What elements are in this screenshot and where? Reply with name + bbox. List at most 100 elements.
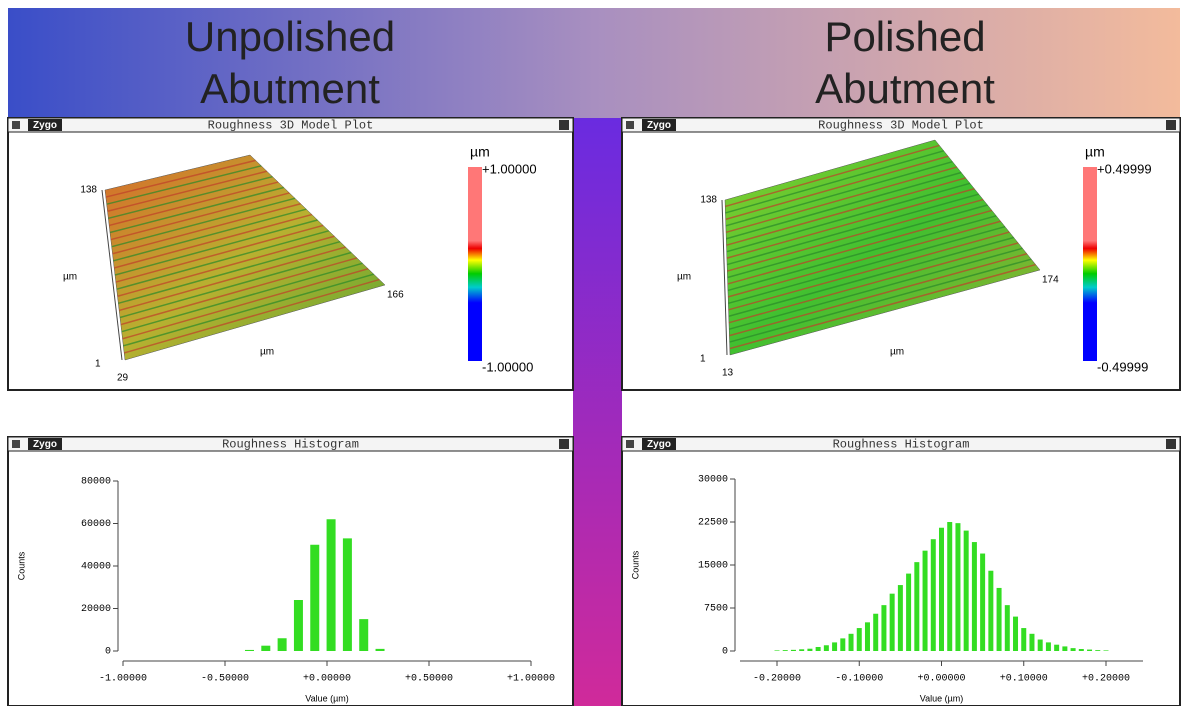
surface-ridge	[725, 155, 949, 221]
header-title: Polished	[824, 13, 985, 60]
bar	[922, 550, 928, 651]
x-axis-label: Value (µm)	[920, 693, 964, 703]
header-title: Abutment	[200, 65, 380, 112]
surface-ridge	[727, 198, 984, 272]
zoom-box	[1166, 120, 1176, 130]
logo-box	[28, 438, 62, 450]
color-min: -0.49999	[1097, 359, 1148, 374]
surface-ridge	[113, 208, 307, 262]
bar	[342, 538, 352, 651]
header-band	[8, 8, 1180, 118]
bar	[1078, 648, 1084, 651]
zoom-box	[559, 120, 569, 130]
surface-ridge	[726, 193, 979, 266]
bar	[359, 619, 369, 651]
surface-ridge	[729, 263, 1036, 350]
bar	[840, 638, 846, 651]
surface-ridge	[119, 251, 352, 319]
surface-ridge	[118, 246, 346, 312]
surface-ridge	[728, 236, 1014, 317]
bar	[873, 613, 879, 651]
x-tick-label: -1.00000	[99, 674, 147, 685]
bar	[914, 562, 920, 651]
axis-line	[101, 189, 123, 361]
bar	[848, 633, 854, 651]
bar	[277, 638, 287, 651]
panel-title: Roughness 3D Model Plot	[818, 119, 984, 133]
bar	[1062, 646, 1068, 651]
logo: Zygo	[33, 439, 57, 450]
bar	[1021, 628, 1027, 651]
bar	[815, 646, 821, 651]
surface-ridge	[727, 209, 993, 285]
surface-ridge	[727, 204, 988, 279]
surface-ridge	[111, 197, 296, 248]
x-max: 174	[1042, 275, 1059, 286]
y-tick-label: 0	[105, 647, 111, 658]
y-min: 1	[700, 354, 706, 365]
close-box	[12, 440, 20, 448]
surface-ridge	[120, 257, 358, 326]
bar	[955, 523, 961, 651]
bar	[996, 587, 1002, 651]
surface-ridge	[725, 150, 944, 214]
y-tick-label: 40000	[81, 562, 111, 573]
zoom-box	[559, 439, 569, 449]
bar	[1029, 633, 1035, 651]
surface-ridge	[727, 220, 1001, 298]
surface-ridge	[114, 219, 318, 276]
bar	[1013, 616, 1019, 651]
y-tick-label: 22500	[698, 518, 728, 529]
color-unit: µm	[1085, 144, 1105, 160]
close-box	[626, 440, 634, 448]
x-tick-label: +1.00000	[507, 674, 555, 685]
close-box	[12, 121, 20, 129]
y-tick-label: 80000	[81, 477, 111, 488]
y-tick-label: 0	[722, 647, 728, 658]
title-bar	[7, 117, 574, 133]
surface-ridge	[727, 215, 997, 292]
bar	[1095, 650, 1101, 651]
surface-ridge	[725, 144, 940, 208]
y-max: 138	[700, 195, 717, 206]
surface-ridge	[728, 247, 1023, 330]
surface-ridge	[118, 240, 341, 305]
y-tick-label: 15000	[698, 561, 728, 572]
surface-ridge	[726, 188, 975, 259]
bar	[807, 648, 813, 651]
close-box	[626, 121, 634, 129]
y-label: µm	[677, 272, 691, 283]
surface-ridge	[725, 160, 953, 227]
y-axis-label: Counts	[16, 551, 26, 580]
bar	[889, 593, 895, 651]
surface-ridge	[109, 186, 284, 234]
panel-title: Roughness Histogram	[222, 438, 359, 452]
x-tick-label: +0.00000	[917, 674, 965, 685]
y-label: µm	[63, 272, 77, 283]
logo-box	[642, 438, 676, 450]
bar	[310, 544, 320, 651]
surface-ridge	[113, 213, 313, 269]
bar	[1004, 605, 1010, 651]
surface-ridge	[728, 242, 1019, 324]
bar	[832, 642, 838, 651]
axis-line	[721, 199, 728, 356]
x-tick-label: +0.20000	[1082, 674, 1130, 685]
color-bar	[1083, 167, 1097, 361]
x-label: µm	[260, 347, 274, 358]
x-max: 166	[387, 290, 404, 301]
surface-ridge	[110, 192, 290, 241]
title-bar	[621, 117, 1181, 133]
zoom-box	[1166, 439, 1176, 449]
bar	[881, 605, 887, 651]
color-max: +0.49999	[1097, 161, 1152, 176]
logo: Zygo	[33, 120, 57, 131]
y-tick-label: 7500	[704, 604, 728, 615]
surface-ridge	[117, 235, 335, 297]
surface-ridge	[728, 225, 1006, 305]
surface-ridge	[108, 181, 279, 227]
bar	[897, 585, 903, 651]
bar	[971, 542, 977, 651]
bar	[856, 628, 862, 651]
header-title: Abutment	[815, 65, 995, 112]
